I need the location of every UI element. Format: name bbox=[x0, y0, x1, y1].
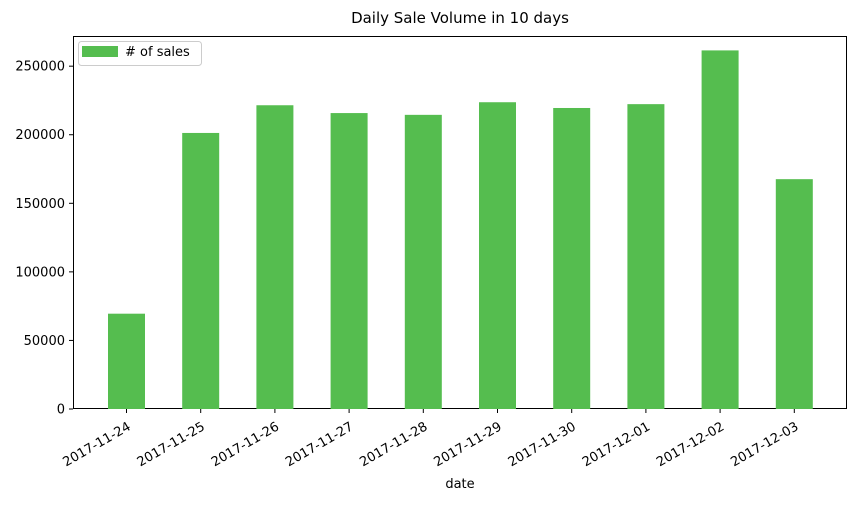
x-tick-label: 2017-11-25 bbox=[135, 419, 208, 470]
y-tick-label: 200000 bbox=[15, 128, 65, 143]
legend-label: # of sales bbox=[125, 45, 190, 60]
plot-area bbox=[73, 36, 847, 409]
bars bbox=[108, 50, 813, 410]
legend: # of sales bbox=[78, 41, 202, 66]
legend-swatch bbox=[82, 46, 118, 57]
bar-2017-11-30 bbox=[553, 107, 591, 410]
x-tick-label: 2017-11-29 bbox=[432, 419, 505, 470]
x-tick-label: 2017-11-24 bbox=[61, 419, 134, 470]
bar-2017-11-26 bbox=[256, 105, 294, 409]
chart-title: Daily Sale Volume in 10 days bbox=[351, 9, 569, 27]
y-tick-label: 150000 bbox=[15, 197, 65, 212]
x-axis: 2017-11-24 2017-11-25 2017-11-26 2017-11-27… bbox=[61, 409, 801, 470]
bar-2017-11-29 bbox=[479, 102, 516, 409]
bar-2017-12-02 bbox=[701, 50, 739, 410]
x-tick-label: 2017-11-27 bbox=[283, 419, 356, 470]
x-tick-label: 2017-11-30 bbox=[506, 419, 579, 470]
bar-2017-12-03 bbox=[775, 179, 813, 409]
x-tick-label: 2017-12-01 bbox=[580, 419, 653, 470]
x-tick-label: 2017-11-28 bbox=[357, 419, 430, 470]
x-tick-label: 2017-12-03 bbox=[728, 419, 801, 470]
bar-2017-11-25 bbox=[182, 132, 220, 409]
x-tick-label: 2017-12-02 bbox=[654, 419, 727, 470]
y-tick-label: 250000 bbox=[15, 60, 65, 75]
bar-2017-11-28 bbox=[404, 114, 442, 409]
y-axis: 0 50000 100000 150000 200000 250000 bbox=[15, 60, 73, 418]
bar-2017-11-27 bbox=[330, 113, 368, 409]
x-axis-label: date bbox=[445, 477, 474, 492]
y-tick-label: 0 bbox=[57, 403, 65, 418]
bar-2017-12-01 bbox=[627, 104, 665, 410]
bar-2017-11-24 bbox=[108, 313, 145, 409]
x-tick-label: 2017-11-26 bbox=[209, 419, 282, 470]
y-tick-label: 50000 bbox=[24, 334, 65, 349]
y-tick-label: 100000 bbox=[15, 265, 65, 280]
plot-frame bbox=[73, 36, 847, 409]
